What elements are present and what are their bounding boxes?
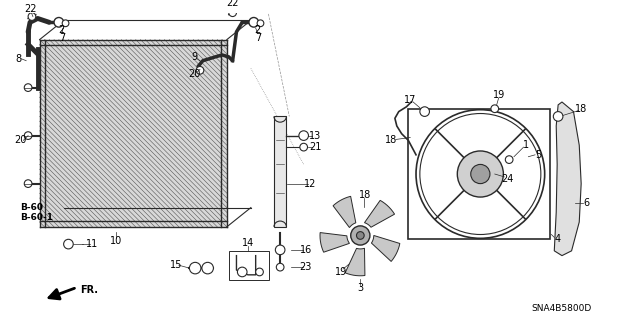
Text: 20: 20	[14, 135, 27, 145]
Circle shape	[62, 20, 69, 26]
Circle shape	[276, 263, 284, 271]
Circle shape	[189, 262, 201, 274]
Circle shape	[471, 164, 490, 184]
Bar	[40, 40, 227, 227]
Circle shape	[275, 245, 285, 255]
Circle shape	[416, 110, 545, 238]
Text: FR.: FR.	[80, 285, 98, 295]
Text: 6: 6	[583, 198, 589, 208]
Text: 14: 14	[242, 238, 254, 248]
Text: 9: 9	[191, 52, 197, 62]
Text: 7: 7	[255, 33, 262, 43]
Text: 13: 13	[309, 130, 321, 141]
Text: 22: 22	[25, 4, 37, 14]
Text: B-60: B-60	[20, 203, 44, 212]
Text: 20: 20	[188, 69, 200, 79]
Text: 18: 18	[385, 135, 397, 145]
Circle shape	[24, 180, 32, 188]
Circle shape	[28, 13, 36, 20]
Polygon shape	[365, 200, 395, 227]
Circle shape	[420, 107, 429, 116]
Circle shape	[24, 132, 32, 139]
Text: 3: 3	[357, 283, 364, 293]
Circle shape	[554, 112, 563, 121]
Circle shape	[299, 131, 308, 140]
Circle shape	[63, 239, 73, 249]
Bar	[228, 251, 269, 280]
Text: SNA4B5800D: SNA4B5800D	[531, 304, 591, 313]
Text: 4: 4	[554, 234, 560, 244]
Circle shape	[249, 18, 259, 27]
Text: 23: 23	[300, 262, 312, 272]
Circle shape	[300, 143, 307, 151]
Text: 5: 5	[535, 150, 541, 160]
Circle shape	[506, 156, 513, 163]
Text: 15: 15	[170, 260, 182, 270]
Text: 7: 7	[60, 33, 66, 43]
Text: 21: 21	[309, 142, 321, 152]
Circle shape	[255, 268, 263, 276]
Text: 24: 24	[501, 174, 513, 184]
Circle shape	[257, 20, 264, 26]
Text: 10: 10	[110, 236, 123, 246]
Text: 18: 18	[359, 190, 371, 200]
Circle shape	[24, 84, 32, 92]
Bar	[46, 46, 220, 220]
Text: 12: 12	[304, 179, 317, 189]
Text: 11: 11	[86, 239, 99, 249]
Text: 16: 16	[300, 245, 312, 255]
Text: 8: 8	[15, 54, 22, 64]
Bar	[274, 116, 286, 227]
Bar	[408, 109, 550, 239]
Polygon shape	[345, 248, 365, 276]
Circle shape	[54, 18, 63, 27]
Text: 2: 2	[59, 25, 65, 35]
Text: 1: 1	[524, 140, 529, 150]
Text: 18: 18	[575, 104, 588, 114]
Circle shape	[458, 151, 504, 197]
Text: 2: 2	[255, 25, 260, 35]
Circle shape	[491, 105, 499, 113]
Circle shape	[351, 226, 370, 245]
Text: 19: 19	[493, 90, 506, 100]
Circle shape	[228, 9, 236, 17]
Text: B-60-1: B-60-1	[20, 213, 53, 222]
Polygon shape	[371, 235, 400, 262]
Polygon shape	[333, 196, 356, 227]
Circle shape	[237, 267, 247, 277]
Text: 19: 19	[335, 267, 348, 277]
Text: 22: 22	[227, 0, 239, 8]
Text: 17: 17	[404, 95, 417, 105]
Circle shape	[356, 232, 364, 239]
Circle shape	[202, 262, 213, 274]
Polygon shape	[320, 233, 349, 252]
Circle shape	[196, 66, 204, 74]
Polygon shape	[554, 102, 581, 256]
